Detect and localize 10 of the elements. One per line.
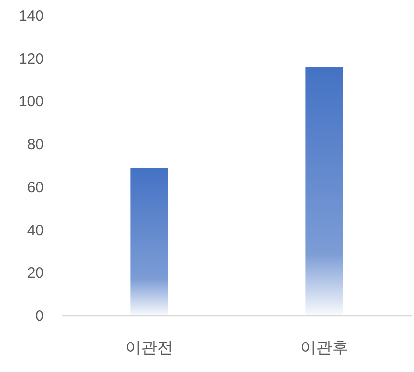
- y-tick-label: 120: [18, 50, 44, 68]
- y-tick-label: 60: [27, 179, 44, 196]
- y-tick-label: 100: [18, 94, 44, 111]
- x-tick-label: 이관전: [126, 340, 174, 357]
- y-tick-label: 40: [27, 222, 44, 240]
- x-tick-label: 이관후: [300, 340, 348, 357]
- y-tick-label: 80: [27, 136, 44, 154]
- y-tick-label: 0: [36, 308, 44, 325]
- y-tick-label: 140: [18, 8, 44, 25]
- y-tick-label: 20: [27, 265, 44, 282]
